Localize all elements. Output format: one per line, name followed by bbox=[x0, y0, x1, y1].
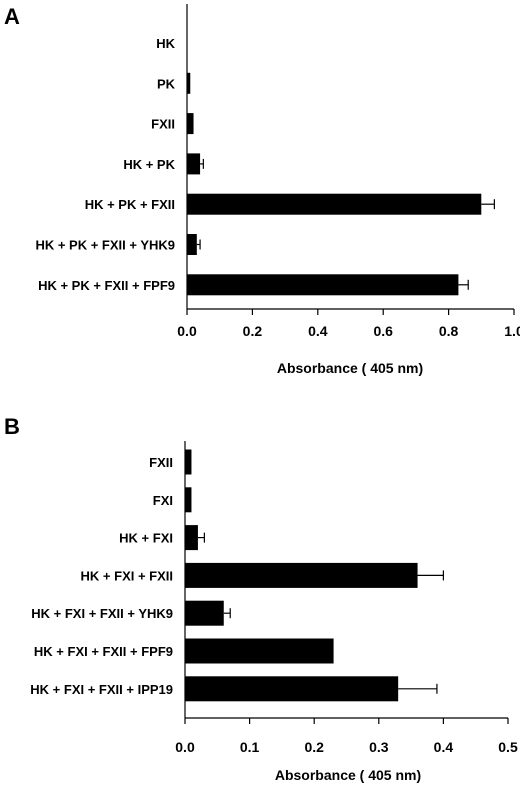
category-label: HK + FXI + FXII + FPF9 bbox=[34, 644, 173, 659]
category-label: HK + PK bbox=[123, 157, 175, 172]
bar bbox=[185, 638, 334, 664]
category-label: PK bbox=[157, 76, 176, 91]
category-label: HK + PK + FXII + YHK9 bbox=[35, 238, 175, 253]
category-label: HK + FXI + FXII bbox=[81, 568, 173, 583]
category-label: HK + PK + FXII + FPF9 bbox=[38, 278, 175, 293]
bar bbox=[187, 234, 197, 255]
panel-a: A HK PK FXII HK + PK HK + PK + FXII HK + PK +… bbox=[4, 4, 520, 376]
bars-b bbox=[185, 449, 418, 702]
bar bbox=[187, 153, 201, 175]
category-label: HK + FXI bbox=[119, 531, 173, 546]
x-axis-title-b: Absorbance ( 405 nm) bbox=[275, 767, 421, 783]
bar bbox=[185, 600, 224, 626]
category-label: HK bbox=[156, 36, 175, 51]
error-bars-a bbox=[196, 158, 495, 290]
category-label: HK + FXI + FXII + IPP19 bbox=[30, 682, 173, 697]
bar bbox=[187, 113, 194, 135]
bar bbox=[185, 525, 198, 551]
x-tick-label: 0.4 bbox=[308, 323, 328, 339]
x-tick-label: 0.2 bbox=[304, 739, 324, 755]
axes-a: 0.0 0.2 0.4 0.6 0.8 1.0 bbox=[177, 4, 520, 339]
bars-a bbox=[187, 72, 482, 296]
category-label: FXI bbox=[153, 493, 173, 508]
bar bbox=[187, 72, 191, 94]
category-label: FXII bbox=[151, 117, 175, 132]
bar bbox=[185, 449, 192, 475]
bar bbox=[187, 193, 482, 215]
category-label: FXII bbox=[149, 455, 173, 470]
x-tick-label: 1.0 bbox=[504, 323, 520, 339]
panel-b: B FXII FXI HK + FXI HK + FXI + FXII HK + FXI… bbox=[4, 414, 518, 783]
bar bbox=[185, 487, 192, 513]
x-tick-label: 0.3 bbox=[369, 739, 389, 755]
bar bbox=[185, 676, 399, 702]
panel-letter-a: A bbox=[4, 4, 20, 29]
x-tick-label: 0.8 bbox=[439, 323, 459, 339]
category-label: HK + PK + FXII bbox=[85, 197, 175, 212]
x-tick-label: 0.1 bbox=[240, 739, 260, 755]
axes-b: 0.0 0.1 0.2 0.3 0.4 0.5 bbox=[175, 441, 518, 755]
x-tick-label: 0.4 bbox=[434, 739, 454, 755]
panel-letter-b: B bbox=[4, 414, 20, 439]
x-tick-label: 0.5 bbox=[498, 739, 518, 755]
category-labels-b: FXII FXI HK + FXI HK + FXI + FXII HK + FXI +… bbox=[30, 455, 173, 697]
x-tick-label: 0.2 bbox=[243, 323, 263, 339]
bar bbox=[187, 274, 459, 296]
category-labels-a: HK PK FXII HK + PK HK + PK + FXII HK + PK + F… bbox=[35, 36, 175, 293]
x-tick-label: 0.0 bbox=[175, 739, 195, 755]
error-bars-b bbox=[197, 532, 444, 694]
x-axis-title-a: Absorbance ( 405 nm) bbox=[277, 360, 423, 376]
x-tick-label: 0.0 bbox=[177, 323, 197, 339]
bar bbox=[185, 562, 418, 588]
category-label: HK + FXI + FXII + YHK9 bbox=[31, 606, 173, 621]
x-tick-label: 0.6 bbox=[373, 323, 393, 339]
